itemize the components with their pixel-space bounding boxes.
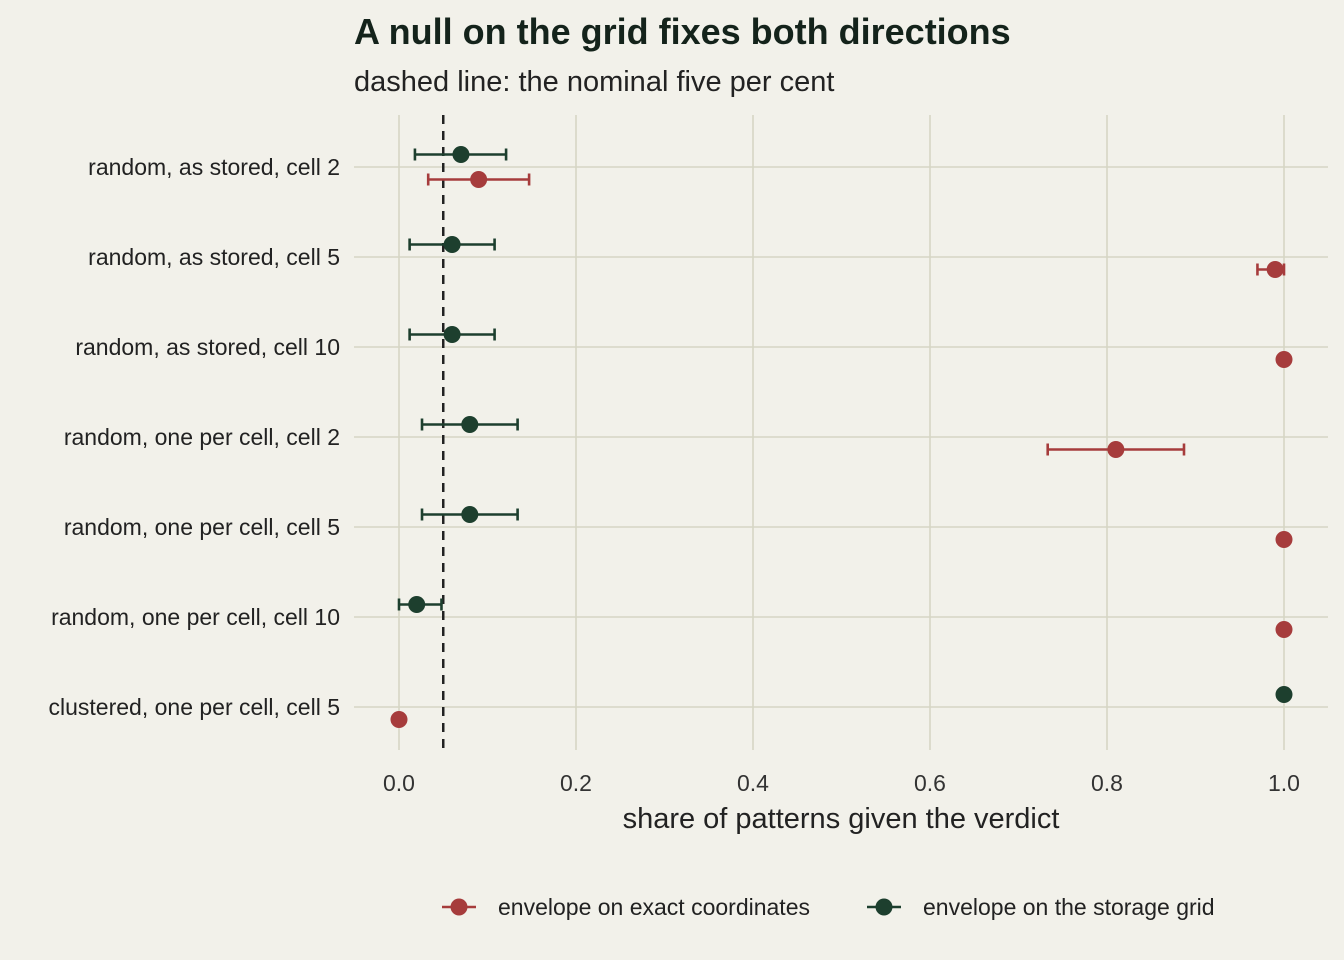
data-point [461, 506, 479, 523]
x-tick-label: 0.6 [914, 770, 946, 796]
y-category-label: random, one per cell, cell 2 [64, 424, 340, 450]
x-tick-label: 0.0 [383, 770, 415, 796]
y-category-label: random, one per cell, cell 10 [51, 604, 340, 630]
x-tick-label: 1.0 [1268, 770, 1300, 796]
chart-title: A null on the grid fixes both directions [354, 11, 1011, 52]
legend-label: envelope on exact coordinates [498, 894, 810, 920]
y-category-label: random, as stored, cell 2 [88, 154, 340, 180]
data-point [443, 236, 461, 253]
legend-key-point [450, 898, 468, 916]
data-point [443, 326, 461, 343]
x-tick-label: 0.4 [737, 770, 769, 796]
data-point [408, 596, 426, 613]
x-axis-title: share of patterns given the verdict [623, 803, 1060, 835]
data-point [390, 711, 408, 728]
data-point [1275, 621, 1293, 638]
data-point [470, 171, 488, 188]
data-point [461, 416, 479, 433]
legend-key-point [875, 898, 893, 916]
plot-area: 0.0 0.2 0.4 0.6 0.8 1.0 random, as stored, cel… [49, 115, 1328, 796]
legend: envelope on exact coordinates envelope on… [442, 894, 1215, 920]
legend-item: envelope on the storage grid [867, 894, 1215, 920]
legend-item: envelope on exact coordinates [442, 894, 810, 920]
data-point [1266, 261, 1284, 278]
legend-label: envelope on the storage grid [923, 894, 1215, 920]
data-point [1275, 531, 1293, 548]
data-point [1275, 351, 1293, 368]
y-category-label: random, as stored, cell 10 [75, 334, 340, 360]
y-category-label: clustered, one per cell, cell 5 [49, 694, 341, 720]
x-tick-label: 0.2 [560, 770, 592, 796]
y-category-label: random, as stored, cell 5 [88, 244, 340, 270]
y-category-label: random, one per cell, cell 5 [64, 514, 340, 540]
data-point [1107, 441, 1125, 458]
data-point [452, 146, 470, 163]
data-point [1275, 686, 1293, 703]
x-tick-label: 0.8 [1091, 770, 1123, 796]
chart-subtitle: dashed line: the nominal five per cent [354, 66, 834, 98]
